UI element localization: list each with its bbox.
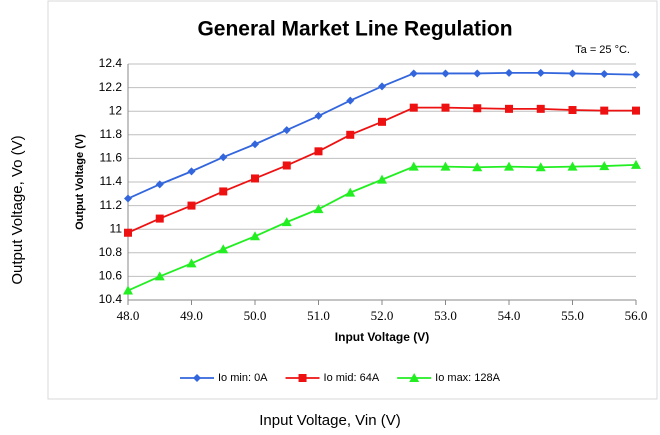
marker	[473, 104, 482, 113]
marker	[124, 194, 132, 203]
y-tick-label: 11.6	[100, 151, 123, 165]
marker	[600, 70, 609, 79]
marker	[250, 231, 260, 241]
y-tick-label: 10.6	[99, 269, 123, 283]
y-tick-label: 10.8	[99, 245, 123, 259]
marker	[251, 174, 259, 183]
outer-x-label: Input Voltage, Vin (V)	[259, 412, 400, 429]
marker	[505, 104, 513, 113]
marker	[345, 187, 356, 197]
marker	[219, 153, 228, 162]
y-tick-label: 11.4	[100, 174, 123, 188]
marker	[632, 70, 640, 79]
marker	[313, 204, 324, 214]
y-axis-label: Output Voltage (V)	[74, 134, 86, 230]
marker	[219, 187, 228, 196]
x-tick-label: 55.0	[561, 308, 584, 323]
marker	[193, 374, 201, 382]
y-tick-label: 11.8	[100, 127, 123, 141]
legend-label: Io min: 0A	[218, 372, 268, 384]
y-tick-label: 10.4	[99, 292, 123, 306]
marker	[536, 68, 545, 77]
marker	[187, 167, 196, 176]
marker	[378, 82, 386, 91]
marker	[154, 271, 165, 281]
marker	[298, 374, 307, 382]
y-tick-label: 12.4	[99, 56, 123, 70]
x-axis-label: Input Voltage (V)	[335, 330, 429, 344]
marker	[631, 159, 641, 169]
marker	[218, 244, 229, 254]
y-tick-label: 12	[109, 103, 123, 117]
marker	[441, 69, 450, 78]
marker	[409, 69, 418, 78]
marker	[599, 161, 610, 171]
marker	[600, 106, 609, 115]
marker	[473, 69, 482, 78]
marker	[314, 147, 323, 156]
marker	[124, 228, 132, 237]
x-tick-label: 53.0	[434, 308, 457, 323]
chart-title: General Market Line Regulation	[197, 18, 512, 41]
marker	[440, 161, 451, 171]
x-tick-label: 52.0	[371, 308, 394, 323]
marker	[505, 68, 513, 77]
marker	[568, 69, 577, 78]
chart-frame	[47, 0, 658, 400]
marker	[282, 126, 291, 135]
marker	[535, 162, 546, 172]
y-tick-label: 11.2	[100, 198, 123, 212]
marker	[568, 106, 577, 115]
x-tick-label: 56.0	[625, 308, 648, 323]
marker	[441, 103, 450, 112]
marker	[472, 162, 483, 172]
marker	[504, 161, 514, 171]
y-tick-label: 12.2	[99, 80, 123, 94]
marker	[378, 117, 386, 126]
marker	[536, 104, 545, 113]
marker	[187, 201, 196, 210]
marker	[282, 161, 291, 170]
marker	[186, 258, 197, 268]
marker	[155, 214, 164, 223]
marker	[251, 140, 259, 149]
marker	[314, 111, 323, 120]
marker	[281, 217, 292, 227]
annotation: Ta = 25 °C.	[575, 44, 630, 56]
legend-label: Io mid: 64A	[324, 372, 380, 384]
marker	[346, 96, 355, 105]
x-tick-label: 48.0	[117, 308, 140, 323]
marker	[346, 130, 355, 139]
marker	[155, 180, 164, 189]
marker	[409, 373, 420, 382]
y-tick-label: 11	[110, 221, 123, 235]
x-tick-label: 51.0	[307, 308, 330, 323]
marker	[377, 174, 387, 184]
marker	[123, 285, 133, 295]
marker	[408, 161, 419, 171]
legend-label: Io max: 128A	[435, 372, 500, 384]
x-tick-label: 49.0	[180, 308, 203, 323]
marker	[632, 106, 640, 115]
marker	[567, 161, 578, 171]
x-tick-label: 50.0	[244, 308, 267, 323]
marker	[409, 103, 418, 112]
x-tick-label: 54.0	[498, 308, 521, 323]
outer-y-label: Output Voltage, Vo (V)	[9, 135, 26, 284]
